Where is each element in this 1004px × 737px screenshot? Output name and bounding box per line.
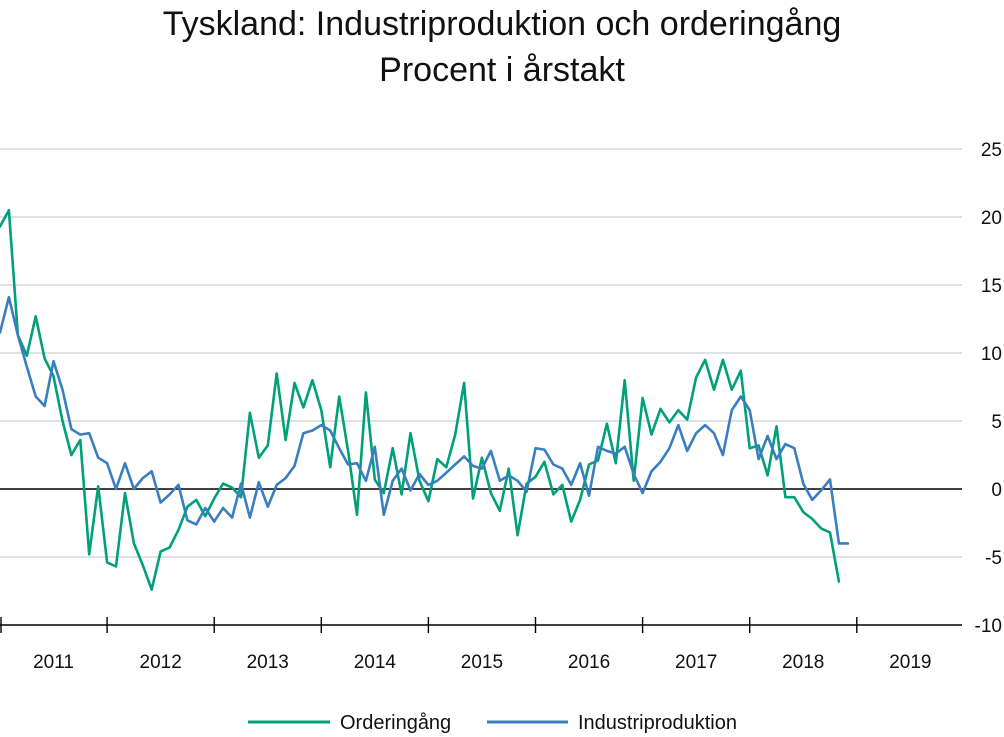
series-line-orderingang [0, 208, 841, 591]
x-tick-label: 2019 [889, 652, 931, 673]
legend-label: Orderingång [340, 712, 451, 734]
series-lines [0, 208, 850, 591]
y-tick-label: -5 [985, 548, 1002, 569]
legend-item: Industriproduktion [487, 712, 737, 734]
x-tick-label: 2015 [461, 652, 503, 673]
y-tick-label: 25 [981, 140, 1002, 161]
x-tick-label: 2011 [33, 652, 74, 673]
gridlines [0, 148, 962, 558]
y-tick-label: 0 [991, 480, 1002, 501]
legend: Orderingång Industriproduktion [248, 712, 737, 734]
y-tick-label: -10 [975, 616, 1002, 637]
x-tick-label: 2017 [675, 652, 717, 673]
chart-subtitle: Procent i årstakt [379, 51, 625, 89]
y-tick-label: 5 [991, 412, 1002, 433]
series-line-industriproduktion [0, 295, 850, 545]
x-tick-label: 2016 [568, 652, 610, 673]
legend-item: Orderingång [248, 712, 451, 734]
chart-title: Tyskland: Industriproduktion och orderin… [162, 5, 842, 43]
y-tick-label: 10 [981, 344, 1002, 365]
x-axis: 2011 2012 2013 2014 2015 2016 2017 2018 2019 [0, 617, 962, 673]
y-axis-ticks: 25 20 15 10 5 0 -5 -10 [975, 140, 1002, 637]
y-tick-label: 20 [981, 208, 1002, 229]
y-tick-label: 15 [981, 276, 1002, 297]
legend-label: Industriproduktion [578, 712, 737, 734]
x-tick-label: 2013 [247, 652, 289, 673]
x-tick-label: 2014 [354, 652, 397, 673]
x-tick-label: 2012 [140, 652, 182, 673]
x-tick-label: 2018 [782, 652, 824, 673]
